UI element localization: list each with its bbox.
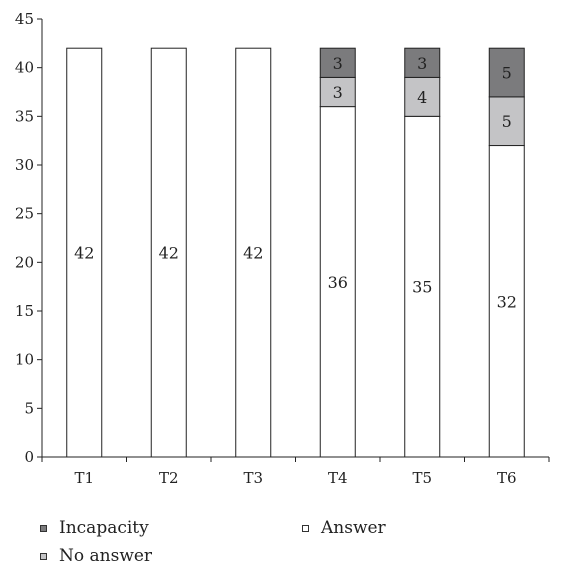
bar-no-answer — [488, 96, 525, 147]
x-tick-label: T2 — [159, 469, 179, 487]
bar-incapacity — [404, 47, 441, 78]
data-label: 3 — [333, 54, 343, 73]
x-tick-label: T3 — [243, 469, 263, 487]
legend-swatch-answer — [302, 524, 309, 532]
y-tick-label: 35 — [15, 107, 34, 125]
data-label: 3 — [417, 54, 427, 73]
y-tick-label: 45 — [15, 10, 34, 28]
bar-incapacity — [319, 47, 356, 78]
bar-incapacity — [488, 47, 525, 98]
y-tick-label: 5 — [24, 399, 34, 417]
y-tick-label: 25 — [15, 205, 34, 223]
y-tick-label: 15 — [15, 302, 34, 320]
legend: Incapacity Answer No answer — [40, 518, 480, 568]
y-tick-label: 0 — [24, 448, 34, 466]
bar-answer — [488, 145, 525, 458]
data-label: 42 — [159, 244, 179, 263]
data-label: 3 — [333, 83, 343, 102]
legend-swatch-incapacity — [40, 524, 47, 532]
x-tick-label: T1 — [74, 469, 94, 487]
bar-no-answer — [319, 76, 356, 108]
legend-swatch-no-answer — [40, 552, 47, 560]
data-label: 32 — [497, 292, 517, 311]
bar-answer — [66, 47, 103, 458]
bar-answer — [404, 115, 441, 458]
legend-item-answer: Answer — [302, 518, 386, 538]
y-tick-label: 20 — [15, 253, 34, 271]
data-label: 42 — [74, 244, 94, 263]
x-tick-label: T5 — [412, 469, 432, 487]
bar-no-answer — [404, 76, 441, 117]
data-label: 35 — [412, 278, 432, 297]
data-label: 42 — [243, 244, 263, 263]
data-label: 5 — [502, 112, 512, 131]
y-tick-label: 30 — [15, 156, 34, 174]
stacked-bar-chart: 05101520253035404542T142T242T33633T43543… — [15, 10, 550, 487]
data-label: 36 — [328, 273, 348, 292]
legend-item-no-answer: No answer — [40, 546, 152, 566]
bar-answer — [235, 47, 272, 458]
data-label: 4 — [417, 88, 427, 107]
legend-label-incapacity: Incapacity — [59, 518, 149, 538]
legend-label-answer: Answer — [321, 518, 386, 538]
bar-answer — [150, 47, 187, 458]
x-tick-label: T6 — [497, 469, 517, 487]
y-tick-label: 10 — [15, 351, 34, 369]
legend-item-incapacity: Incapacity — [40, 518, 149, 538]
x-tick-label: T4 — [328, 469, 348, 487]
bar-answer — [319, 106, 356, 458]
y-tick-label: 40 — [15, 59, 34, 77]
data-label: 5 — [502, 64, 512, 83]
legend-label-no-answer: No answer — [59, 546, 153, 566]
